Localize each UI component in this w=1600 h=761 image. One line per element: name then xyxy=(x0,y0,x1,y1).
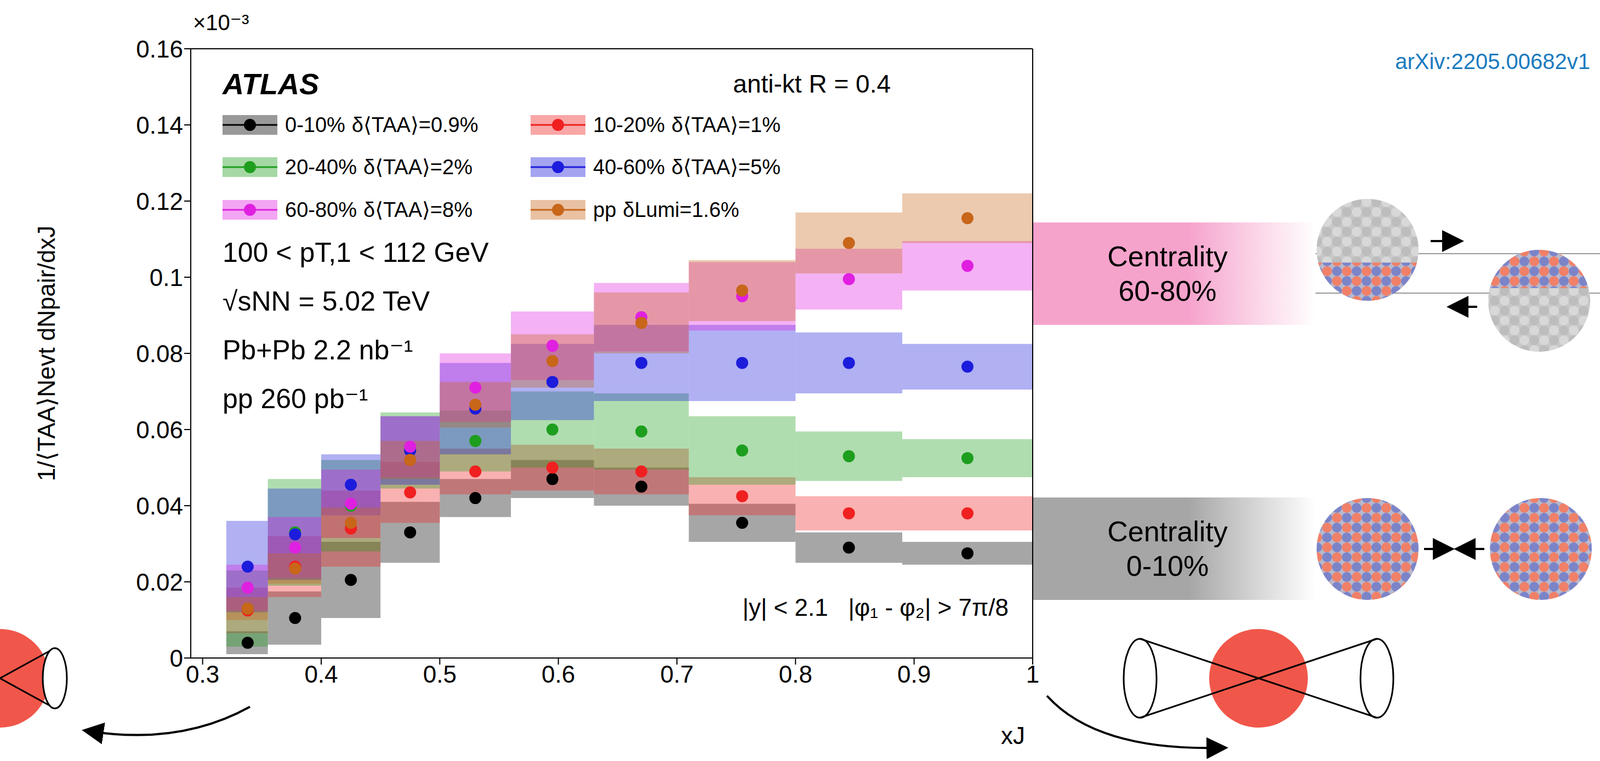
svg-text:0.3: 0.3 xyxy=(185,661,220,688)
html-text:0-10% δ⟨TAA⟩=0.9%: 0-10% δ⟨TAA⟩=0.9% xyxy=(285,113,479,137)
svg-text:0.7: 0.7 xyxy=(659,661,694,688)
html-text:xJ: xJ xyxy=(1000,722,1026,750)
svg-text:1/⟨TAA⟩Nevt dNpair/dxJ: 1/⟨TAA⟩Nevt dNpair/dxJ xyxy=(32,225,60,482)
svg-text:1: 1 xyxy=(1026,661,1040,688)
svg-text:0.1: 0.1 xyxy=(149,264,184,292)
svg-text:0.9: 0.9 xyxy=(897,661,931,688)
html-text:|y| < 2.1 |φ₁ - φ₂| > 7π/8: |y| < 2.1 |φ₁ - φ₂| > 7π/8 xyxy=(742,594,1009,622)
html-text:Pb+Pb 2.2 nb⁻¹: Pb+Pb 2.2 nb⁻¹ xyxy=(222,334,414,366)
svg-text:0.8: 0.8 xyxy=(778,661,813,688)
html-text:×10⁻³: ×10⁻³ xyxy=(192,10,250,35)
svg-text:0.12: 0.12 xyxy=(135,188,184,215)
html-text:Centrality: Centrality xyxy=(1107,515,1228,548)
html-text:arXiv:2205.00682v1: arXiv:2205.00682v1 xyxy=(1395,49,1591,74)
html-text:20-40% δ⟨TAA⟩=2%: 20-40% δ⟨TAA⟩=2% xyxy=(285,155,473,179)
svg-text:0.14: 0.14 xyxy=(135,111,184,139)
html-text:0-10%: 0-10% xyxy=(1126,550,1209,582)
html-text:anti-kt R = 0.4: anti-kt R = 0.4 xyxy=(733,69,891,99)
svg-text:0.16: 0.16 xyxy=(135,35,184,63)
html-text:Centrality: Centrality xyxy=(1107,240,1228,273)
svg-text:0.02: 0.02 xyxy=(135,568,184,596)
html-text:ATLAS: ATLAS xyxy=(222,67,320,101)
html-text:pp δLumi=1.6%: pp δLumi=1.6% xyxy=(593,198,740,222)
html-text:40-60% δ⟨TAA⟩=5%: 40-60% δ⟨TAA⟩=5% xyxy=(593,155,781,179)
html-text:60-80%: 60-80% xyxy=(1118,274,1217,307)
html-text:60-80% δ⟨TAA⟩=8%: 60-80% δ⟨TAA⟩=8% xyxy=(285,198,473,222)
html-text:pp 260 pb⁻¹: pp 260 pb⁻¹ xyxy=(222,383,369,415)
html-text:100 < pT,1 < 112 GeV: 100 < pT,1 < 112 GeV xyxy=(222,237,489,269)
svg-text:0.6: 0.6 xyxy=(541,661,575,688)
svg-text:0.04: 0.04 xyxy=(135,492,184,520)
html-text:√sNN = 5.02 TeV: √sNN = 5.02 TeV xyxy=(222,286,430,317)
svg-text:0.06: 0.06 xyxy=(135,416,184,444)
svg-text:0: 0 xyxy=(169,645,184,673)
html-text:10-20% δ⟨TAA⟩=1%: 10-20% δ⟨TAA⟩=1% xyxy=(593,113,781,137)
svg-text:0.4: 0.4 xyxy=(304,661,338,688)
svg-text:0.08: 0.08 xyxy=(135,340,184,368)
svg-text:0.5: 0.5 xyxy=(423,661,457,688)
